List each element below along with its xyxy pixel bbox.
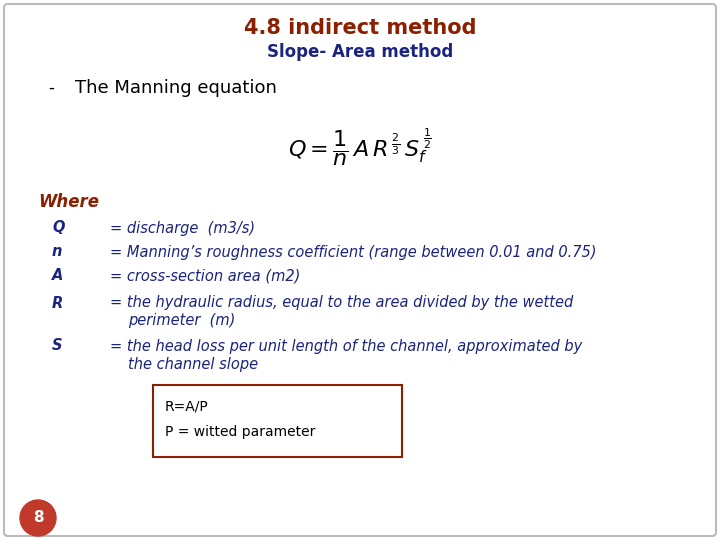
Text: R=A/P: R=A/P — [165, 399, 209, 413]
Text: 8: 8 — [32, 510, 43, 525]
Circle shape — [20, 500, 56, 536]
Text: Q: Q — [52, 220, 64, 235]
Text: = cross-section area (m2): = cross-section area (m2) — [110, 268, 300, 284]
Text: Slope- Area method: Slope- Area method — [267, 43, 453, 61]
Text: 4.8 indirect method: 4.8 indirect method — [244, 18, 476, 38]
Text: -: - — [48, 79, 54, 97]
Text: R: R — [52, 295, 63, 310]
Text: = discharge  (m3/s): = discharge (m3/s) — [110, 220, 255, 235]
Text: n: n — [52, 245, 63, 260]
FancyBboxPatch shape — [153, 385, 402, 457]
Text: $Q = \dfrac{1}{n}\,A\,R^{\,\frac{2}{3}}\,S_{f}^{\,\frac{1}{2}}$: $Q = \dfrac{1}{n}\,A\,R^{\,\frac{2}{3}}\… — [288, 127, 432, 169]
Text: = the head loss per unit length of the channel, approximated by: = the head loss per unit length of the c… — [110, 339, 582, 354]
Text: = the hydraulic radius, equal to the area divided by the wetted: = the hydraulic radius, equal to the are… — [110, 295, 573, 310]
Text: perimeter  (m): perimeter (m) — [128, 314, 235, 328]
Text: The Manning equation: The Manning equation — [75, 79, 277, 97]
Text: S: S — [52, 339, 63, 354]
Text: Where: Where — [38, 193, 99, 211]
Text: P = witted parameter: P = witted parameter — [165, 425, 315, 439]
FancyBboxPatch shape — [4, 4, 716, 536]
Text: A: A — [52, 268, 63, 284]
Text: the channel slope: the channel slope — [128, 356, 258, 372]
Text: = Manning’s roughness coefficient (range between 0.01 and 0.75): = Manning’s roughness coefficient (range… — [110, 245, 596, 260]
